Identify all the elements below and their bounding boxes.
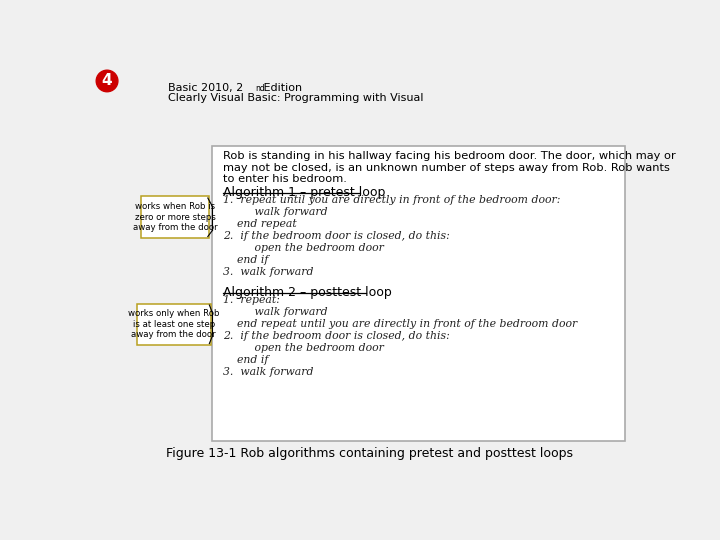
Text: 2.  if the bedroom door is closed, do this:: 2. if the bedroom door is closed, do thi…: [223, 231, 450, 241]
Text: nd: nd: [255, 84, 265, 93]
FancyBboxPatch shape: [141, 197, 210, 238]
Text: Figure 13-1 Rob algorithms containing pretest and posttest loops: Figure 13-1 Rob algorithms containing pr…: [166, 447, 572, 460]
Text: end if: end if: [223, 355, 269, 365]
Text: Algorithm 2 – posttest loop: Algorithm 2 – posttest loop: [223, 286, 392, 299]
Text: end repeat: end repeat: [223, 219, 297, 229]
Text: end repeat until you are directly in front of the bedroom door: end repeat until you are directly in fro…: [223, 319, 577, 329]
Text: open the bedroom door: open the bedroom door: [223, 343, 384, 353]
Text: Algorithm 1 – pretest loop: Algorithm 1 – pretest loop: [223, 186, 386, 199]
Text: open the bedroom door: open the bedroom door: [223, 242, 384, 253]
Text: 4: 4: [102, 73, 112, 89]
Text: 2.  if the bedroom door is closed, do this:: 2. if the bedroom door is closed, do thi…: [223, 331, 450, 341]
Text: 3.  walk forward: 3. walk forward: [223, 367, 314, 377]
Text: end if: end if: [223, 254, 269, 265]
Text: Clearly Visual Basic: Programming with Visual: Clearly Visual Basic: Programming with V…: [168, 93, 423, 103]
Circle shape: [96, 70, 118, 92]
Text: Edition: Edition: [261, 83, 302, 92]
Text: walk forward: walk forward: [223, 207, 328, 217]
Text: Basic 2010, 2: Basic 2010, 2: [168, 83, 243, 92]
Text: walk forward: walk forward: [223, 307, 328, 318]
Text: works only when Rob
is at least one step
away from the door: works only when Rob is at least one step…: [128, 309, 220, 339]
Text: 1.  repeat:: 1. repeat:: [223, 295, 280, 306]
Text: Rob is standing in his hallway facing his bedroom door. The door, which may or
m: Rob is standing in his hallway facing hi…: [223, 151, 676, 184]
Text: works when Rob is
zero or more steps
away from the door: works when Rob is zero or more steps awa…: [133, 202, 217, 232]
FancyBboxPatch shape: [212, 146, 625, 441]
Text: 1.  repeat until you are directly in front of the bedroom door:: 1. repeat until you are directly in fron…: [223, 195, 561, 205]
FancyBboxPatch shape: [137, 303, 211, 345]
Text: 3.  walk forward: 3. walk forward: [223, 267, 314, 276]
